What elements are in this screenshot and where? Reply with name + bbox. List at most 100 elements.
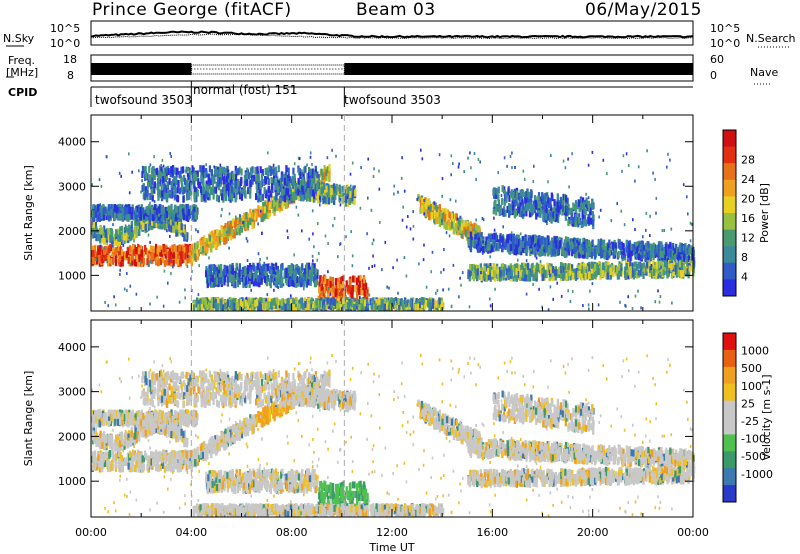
power-cell	[151, 222, 154, 230]
power-cell	[518, 194, 521, 202]
power-cell	[510, 189, 513, 197]
power-cell	[556, 193, 559, 201]
power-cell	[99, 254, 102, 262]
power-cell	[580, 197, 583, 205]
power-cell	[527, 197, 530, 205]
power-cell	[580, 273, 583, 281]
power-cell	[170, 191, 173, 199]
power-cell	[134, 219, 137, 227]
power-cell	[234, 174, 238, 182]
power-cell	[131, 253, 134, 261]
power-cell	[166, 195, 169, 203]
power-cell	[540, 207, 543, 215]
cpid-segment-1: twofsound 3503	[95, 93, 192, 107]
power-cell	[256, 209, 260, 217]
power-cell	[130, 224, 133, 232]
power-cell	[666, 254, 669, 262]
power-cell	[443, 213, 447, 221]
power-cell	[520, 206, 523, 214]
power-cell	[98, 234, 101, 242]
power-cell	[267, 212, 270, 220]
power-cell	[193, 206, 196, 214]
power-cell	[179, 259, 182, 267]
power-cell	[586, 244, 589, 252]
power-cell	[151, 194, 154, 202]
power-cell	[236, 185, 239, 193]
power-cell	[240, 220, 243, 228]
power-cell	[196, 241, 199, 248]
power-cell	[625, 272, 628, 280]
power-cell	[657, 243, 660, 251]
power-cell	[109, 228, 112, 236]
power-cell	[263, 206, 266, 214]
power-cell	[550, 266, 553, 274]
power-cell	[266, 199, 270, 207]
power-cell	[528, 237, 532, 245]
power-cell	[121, 259, 125, 267]
power-cell	[200, 175, 203, 183]
power-cell	[555, 213, 558, 221]
power-cell	[503, 206, 506, 214]
power-cell	[196, 189, 199, 197]
power-cell	[664, 260, 667, 268]
power-cell	[136, 218, 139, 226]
power-cell	[223, 166, 226, 174]
power-cell	[420, 199, 423, 207]
power-cell	[197, 249, 200, 257]
power-cell	[548, 197, 552, 205]
power-cell	[208, 182, 211, 190]
power-cell	[554, 236, 557, 244]
power-cell	[92, 249, 95, 257]
power-cell	[267, 186, 271, 193]
power-cell	[644, 242, 648, 250]
power-cell	[155, 243, 158, 251]
power-cell	[98, 254, 101, 262]
power-cell	[103, 248, 106, 256]
power-cell	[628, 250, 631, 257]
power-cell	[339, 276, 342, 284]
power-cell	[584, 264, 588, 272]
power-cell	[352, 275, 355, 283]
power-cell	[195, 205, 198, 213]
power-cell	[476, 273, 479, 281]
power-cell	[146, 181, 150, 189]
power-cell	[520, 210, 524, 218]
power-cell	[115, 247, 118, 255]
power-cell	[549, 204, 553, 212]
power-cell	[568, 248, 571, 256]
power-cell	[249, 167, 253, 175]
power-cell	[564, 250, 567, 258]
power-cell	[174, 188, 177, 196]
cpid-label: CPID	[8, 86, 38, 99]
power-cell	[173, 245, 176, 253]
power-cell	[122, 233, 125, 241]
power-cell	[691, 263, 694, 271]
power-cell	[458, 219, 461, 227]
power-cell	[495, 192, 498, 199]
power-cell	[327, 197, 331, 205]
power-cell	[589, 208, 592, 216]
power-cell	[206, 246, 209, 254]
power-cell	[213, 237, 216, 245]
power-cell	[145, 190, 148, 198]
power-cell	[537, 201, 540, 209]
power-cell	[307, 189, 310, 197]
power-cell	[178, 211, 182, 219]
power-cell	[121, 212, 124, 220]
power-cell	[544, 245, 547, 253]
power-cell	[243, 212, 246, 220]
power-cell	[563, 271, 566, 279]
power-cell	[602, 262, 605, 270]
power-cell	[670, 254, 673, 262]
power-cell	[235, 192, 238, 200]
power-cell	[635, 241, 638, 249]
power-cell	[615, 266, 618, 274]
power-cell	[521, 271, 525, 279]
power-cell	[671, 250, 674, 258]
power-cell	[95, 226, 98, 234]
power-cell	[148, 165, 151, 173]
power-cell	[473, 265, 476, 273]
power-cell	[277, 165, 280, 173]
power-cell	[180, 177, 183, 185]
power-cell	[144, 244, 147, 252]
